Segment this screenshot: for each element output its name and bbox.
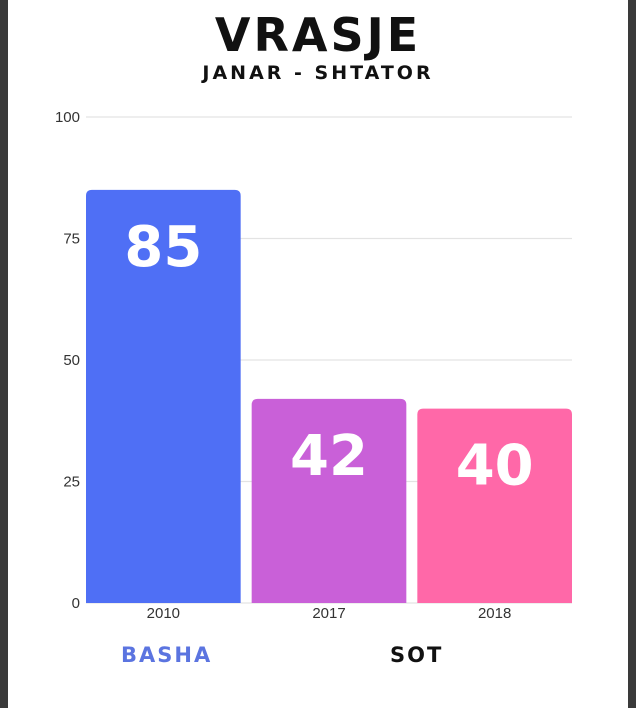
bar-2010 bbox=[86, 189, 241, 603]
y-tick-label: 100 bbox=[55, 109, 80, 126]
x-tick-label: 2010 bbox=[147, 605, 180, 622]
legend-sot: SOT bbox=[390, 643, 444, 667]
y-tick-label: 25 bbox=[63, 474, 80, 491]
bar-2017 bbox=[251, 398, 407, 603]
x-tick-label: 2017 bbox=[312, 605, 345, 622]
y-tick-label: 50 bbox=[63, 352, 80, 369]
bar-value-label: 42 bbox=[290, 424, 368, 489]
bar-value-label: 40 bbox=[456, 434, 534, 499]
y-tick-label: 75 bbox=[63, 231, 80, 248]
y-tick-label: 0 bbox=[72, 595, 80, 612]
legend-basha: BASHA bbox=[121, 643, 213, 667]
chart-subtitle: JANAR - SHTATOR bbox=[202, 62, 434, 84]
bar-value-label: 85 bbox=[124, 215, 202, 280]
chart-title: VRASJE bbox=[214, 8, 422, 62]
bar-2018 bbox=[417, 408, 572, 603]
x-tick-label: 2018 bbox=[478, 605, 511, 622]
